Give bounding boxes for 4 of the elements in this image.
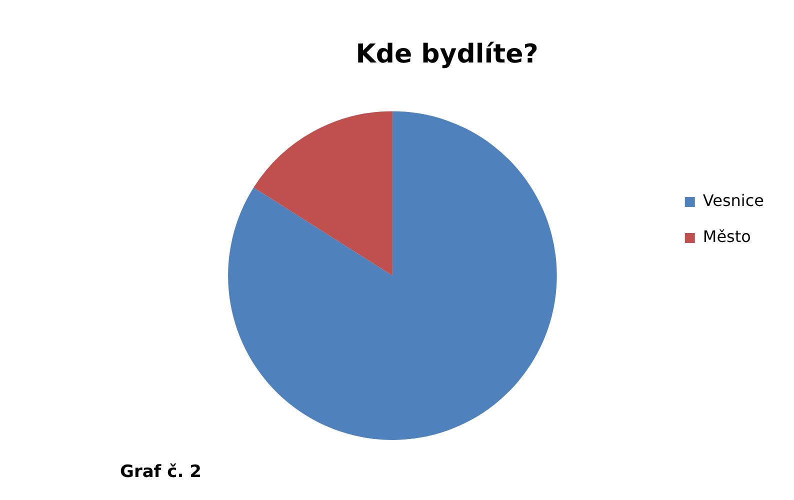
legend-label: Město (702, 227, 751, 246)
chart-title: Kde bydlíte? (356, 39, 538, 70)
text: Graf č. 2 (120, 462, 202, 482)
legend-label: Vesnice (702, 191, 764, 210)
